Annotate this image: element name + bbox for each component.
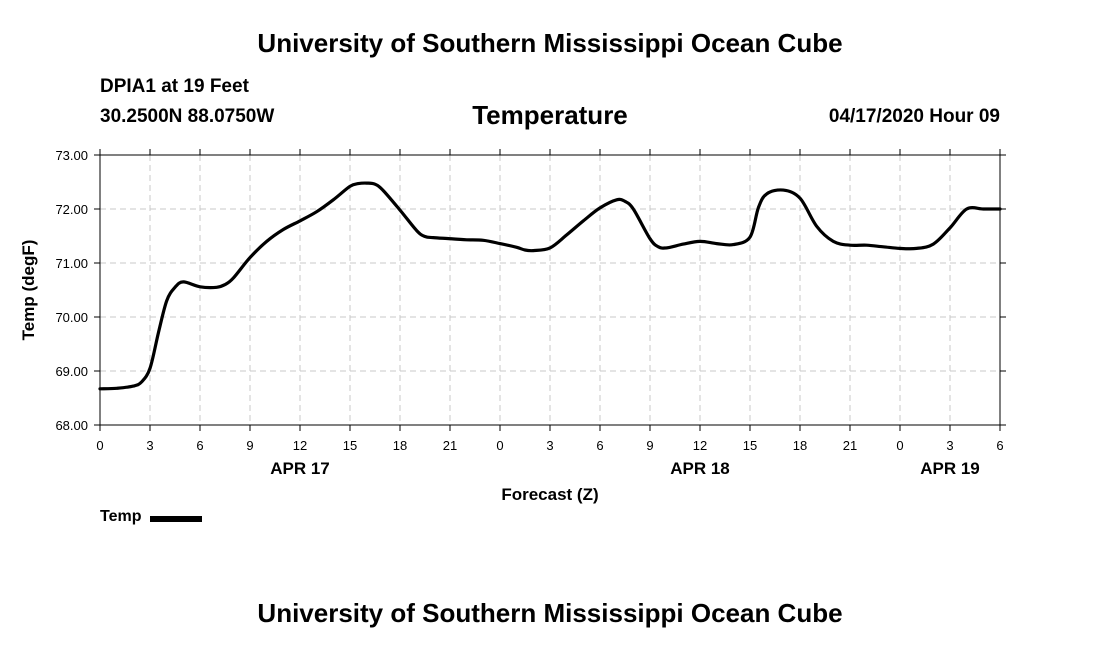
y-tick-label: 73.00 (55, 148, 88, 163)
date-labels: APR 17 APR 18 APR 19 (270, 459, 980, 478)
x-tick-label: 21 (443, 438, 457, 453)
x-tick-label: 6 (196, 438, 203, 453)
x-tick-label: 3 (946, 438, 953, 453)
page-title: University of Southern Mississippi Ocean… (257, 28, 843, 58)
x-tick-label: 12 (693, 438, 707, 453)
x-tick-label: 6 (996, 438, 1003, 453)
y-axis-label: Temp (degF) (19, 240, 38, 341)
x-tick-label: 0 (96, 438, 103, 453)
forecast-timestamp: 04/17/2020 Hour 09 (828, 106, 1000, 127)
y-tick-label: 70.00 (55, 310, 88, 325)
x-axis-label: Forecast (Z) (501, 485, 598, 504)
y-tick-label: 72.00 (55, 202, 88, 217)
x-tick-labels: 0 3 6 9 12 15 18 21 0 3 6 9 12 15 18 21 0 3 6 (96, 438, 1003, 453)
legend: Temp (100, 508, 203, 526)
x-tick-label: 9 (246, 438, 253, 453)
x-tick-label: 9 (646, 438, 653, 453)
x-tick-label: 18 (793, 438, 807, 453)
station-name: DPIA1 at 19 Feet (100, 76, 249, 97)
x-tick-label: 3 (146, 438, 153, 453)
footer-title: University of Southern Mississippi Ocean… (257, 598, 843, 628)
date-label: APR 17 (270, 459, 330, 478)
y-tick-label: 69.00 (55, 364, 88, 379)
y-tick-labels: 68.00 69.00 70.00 71.00 72.00 73.00 (55, 148, 88, 433)
x-tick-label: 15 (743, 438, 757, 453)
x-tick-label: 3 (546, 438, 553, 453)
station-coordinates: 30.2500N 88.0750W (100, 106, 275, 127)
y-tick-label: 71.00 (55, 256, 88, 271)
x-tick-label: 18 (393, 438, 407, 453)
y-tick-label: 68.00 (55, 418, 88, 433)
date-label: APR 19 (920, 459, 980, 478)
x-tick-label: 21 (843, 438, 857, 453)
x-tick-label: 0 (896, 438, 903, 453)
chart-title: Temperature (472, 100, 628, 130)
x-tick-label: 12 (293, 438, 307, 453)
legend-line-swatch (150, 515, 203, 522)
date-label: APR 18 (670, 459, 730, 478)
legend-label: Temp (100, 508, 142, 525)
temp-series-line (98, 181, 1002, 391)
axis-ticks (94, 149, 1006, 431)
grid-lines (100, 155, 1000, 425)
x-tick-label: 6 (596, 438, 603, 453)
x-tick-label: 15 (343, 438, 357, 453)
x-tick-label: 0 (496, 438, 503, 453)
